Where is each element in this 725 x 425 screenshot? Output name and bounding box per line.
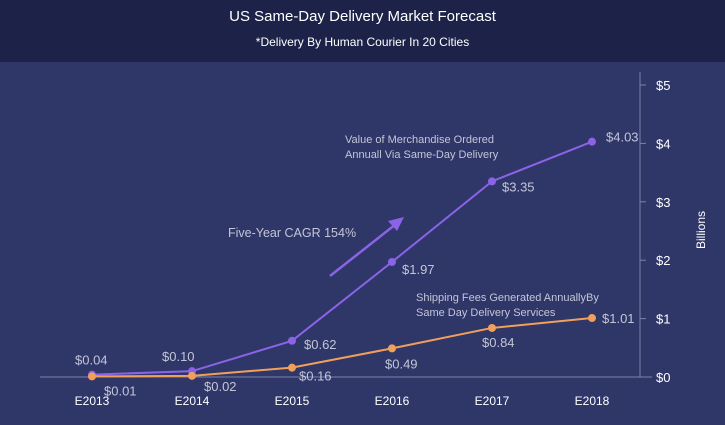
merchandise-value-point xyxy=(588,137,596,146)
x-tick-label: E2014 xyxy=(175,394,210,408)
shipping-fees-data-label: $1.01 xyxy=(602,311,635,326)
shipping-fees-line xyxy=(91,317,593,378)
y-tick-label: $3 xyxy=(656,195,670,210)
y-axis-label: Billions xyxy=(694,211,708,249)
shipping-fees-point xyxy=(188,371,196,380)
shipping-fees-data-label: $0.84 xyxy=(482,335,515,350)
chart-subtitle: *Delivery By Human Courier In 20 Cities xyxy=(255,35,470,49)
merchandise-value-line xyxy=(91,140,593,376)
x-tick-label: E2016 xyxy=(375,394,410,408)
merchandise-value-point xyxy=(488,177,496,186)
merchandise-series-label: Value of Merchandise Ordered xyxy=(345,134,494,146)
x-tick-label: E2015 xyxy=(275,394,310,408)
y-tick-label: $2 xyxy=(656,253,670,268)
y-tick-label: $5 xyxy=(656,78,670,93)
cagr-arrow-shaft xyxy=(329,223,397,277)
shipping-fees-data-label: $0.02 xyxy=(204,379,237,394)
merchandise-value-data-label: $0.04 xyxy=(75,353,108,368)
chart-title: US Same-Day Delivery Market Forecast xyxy=(229,8,496,25)
shipping-fees-data-label: $0.49 xyxy=(385,356,418,371)
y-tick-label: $1 xyxy=(656,312,670,327)
shipping-series-label: Shipping Fees Generated AnnuallyBy xyxy=(416,292,599,304)
shipping-fees-point xyxy=(488,323,496,332)
merchandise-value-data-label: $3.35 xyxy=(502,179,535,194)
x-tick-label: E2018 xyxy=(575,394,610,408)
y-tick-label: $4 xyxy=(656,136,670,151)
shipping-fees-point xyxy=(288,363,296,372)
y-tick-label: $0 xyxy=(656,370,670,385)
merchandise-value-point xyxy=(288,336,296,345)
merchandise-value-data-label: $1.97 xyxy=(402,262,435,277)
shipping-fees-data-label: $0.16 xyxy=(299,369,332,384)
x-tick-label: E2013 xyxy=(75,394,110,408)
merchandise-series-label: Annuall Via Same-Day Delivery xyxy=(345,149,499,161)
shipping-fees-point xyxy=(388,344,396,353)
cagr-annotation: Five-Year CAGR 154% xyxy=(228,226,356,240)
merchandise-value-data-label: $0.10 xyxy=(162,349,195,364)
x-tick-label: E2017 xyxy=(475,394,510,408)
merchandise-value-data-label: $0.62 xyxy=(304,337,337,352)
shipping-fees-data-label: $0.01 xyxy=(104,383,137,398)
merchandise-value-point xyxy=(388,257,396,266)
header-bar: US Same-Day Delivery Market Forecast *De… xyxy=(0,0,725,62)
shipping-series-label: Same Day Delivery Services xyxy=(416,307,556,319)
merchandise-value-data-label: $4.03 xyxy=(606,130,639,145)
shipping-fees-point xyxy=(88,372,96,381)
shipping-fees-point xyxy=(588,314,596,323)
cagr-arrow-head xyxy=(388,217,404,231)
